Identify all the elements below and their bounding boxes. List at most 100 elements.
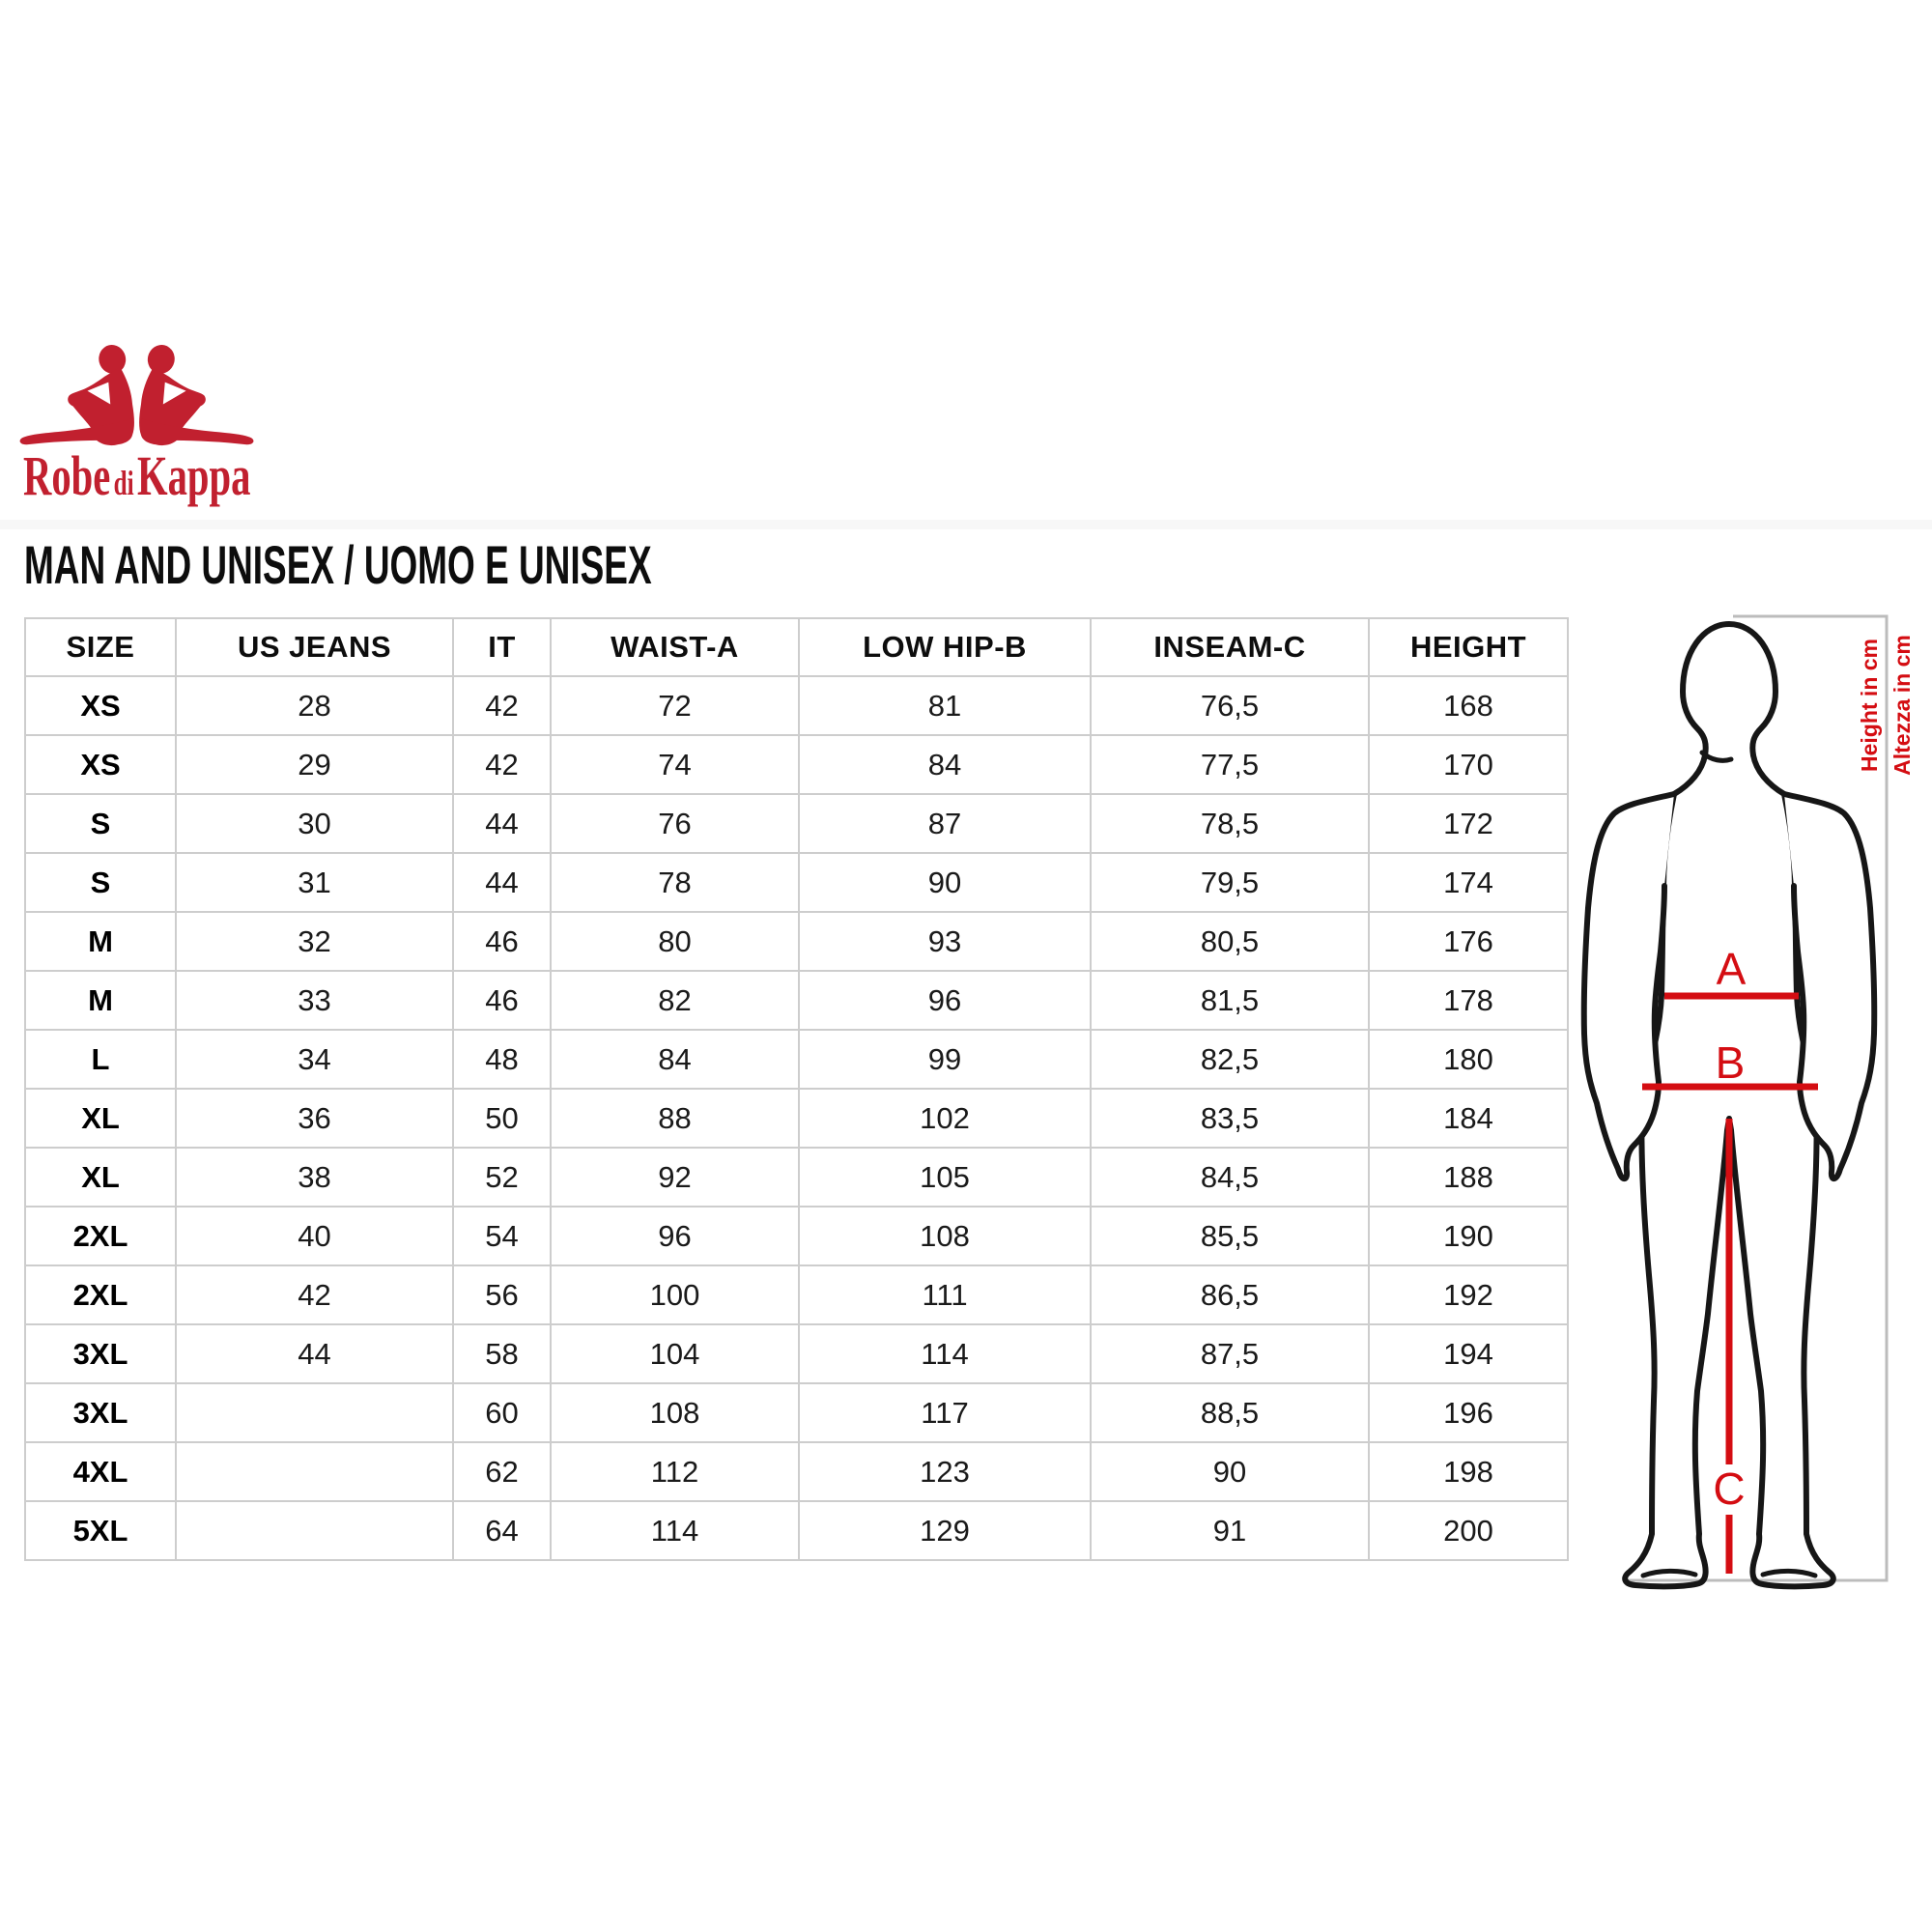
table-cell-inseam: 90 bbox=[1090, 1441, 1370, 1502]
table-cell-usjeans: 28 bbox=[175, 675, 454, 736]
height-label-it: Altezza in cm bbox=[1889, 635, 1915, 776]
table-cell-waist: 72 bbox=[550, 675, 800, 736]
table-cell-waist: 92 bbox=[550, 1147, 800, 1208]
table-cell-usjeans: 31 bbox=[175, 852, 454, 913]
table-cell-it: 44 bbox=[452, 852, 552, 913]
kappa-omini-logo-icon bbox=[19, 345, 254, 446]
table-cell-size: 3XL bbox=[24, 1323, 177, 1384]
table-cell-height: 192 bbox=[1368, 1264, 1569, 1325]
table-cell-waist: 104 bbox=[550, 1323, 800, 1384]
table-cell-size: XS bbox=[24, 675, 177, 736]
table-row: M 33 46 82 96 81,5 178 bbox=[24, 970, 1569, 1031]
table-cell-waist: 108 bbox=[550, 1382, 800, 1443]
column-header-usjeans: US JEANS bbox=[175, 617, 454, 677]
table-cell-usjeans bbox=[175, 1382, 454, 1443]
table-cell-inseam: 82,5 bbox=[1090, 1029, 1370, 1090]
table-cell-lowhip: 117 bbox=[798, 1382, 1092, 1443]
label-c: C bbox=[1713, 1463, 1745, 1514]
table-cell-size: S bbox=[24, 793, 177, 854]
table-cell-height: 174 bbox=[1368, 852, 1569, 913]
table-cell-lowhip: 81 bbox=[798, 675, 1092, 736]
table-cell-waist: 74 bbox=[550, 734, 800, 795]
table-row: S 31 44 78 90 79,5 174 bbox=[24, 852, 1569, 913]
table-cell-inseam: 77,5 bbox=[1090, 734, 1370, 795]
table-cell-size: 5XL bbox=[24, 1500, 177, 1561]
column-header-size: SIZE bbox=[24, 617, 177, 677]
table-cell-it: 42 bbox=[452, 734, 552, 795]
table-cell-lowhip: 123 bbox=[798, 1441, 1092, 1502]
table-cell-it: 62 bbox=[452, 1441, 552, 1502]
measurement-annotations: A B C Height in cm Altezza in cm bbox=[1642, 635, 1915, 1574]
table-cell-waist: 100 bbox=[550, 1264, 800, 1325]
table-cell-lowhip: 105 bbox=[798, 1147, 1092, 1208]
table-cell-it: 44 bbox=[452, 793, 552, 854]
size-table-body: XS 28 42 72 81 76,5 168 XS 29 42 74 84 7… bbox=[24, 675, 1569, 1561]
table-cell-it: 48 bbox=[452, 1029, 552, 1090]
table-cell-waist: 80 bbox=[550, 911, 800, 972]
table-cell-height: 194 bbox=[1368, 1323, 1569, 1384]
table-cell-inseam: 80,5 bbox=[1090, 911, 1370, 972]
table-cell-usjeans bbox=[175, 1441, 454, 1502]
table-row: S 30 44 76 87 78,5 172 bbox=[24, 793, 1569, 854]
height-label-en: Height in cm bbox=[1857, 639, 1882, 772]
table-cell-height: 198 bbox=[1368, 1441, 1569, 1502]
brand-wordmark: Robe di Kappa bbox=[23, 448, 250, 511]
table-cell-inseam: 91 bbox=[1090, 1500, 1370, 1561]
table-cell-height: 170 bbox=[1368, 734, 1569, 795]
table-cell-height: 188 bbox=[1368, 1147, 1569, 1208]
table-row: XS 28 42 72 81 76,5 168 bbox=[24, 675, 1569, 736]
column-header-waist: WAIST-A bbox=[550, 617, 800, 677]
table-cell-waist: 84 bbox=[550, 1029, 800, 1090]
table-cell-inseam: 87,5 bbox=[1090, 1323, 1370, 1384]
table-cell-it: 58 bbox=[452, 1323, 552, 1384]
table-cell-size: 2XL bbox=[24, 1206, 177, 1266]
table-cell-usjeans: 33 bbox=[175, 970, 454, 1031]
table-cell-size: XL bbox=[24, 1147, 177, 1208]
logo-figure-right bbox=[139, 345, 254, 446]
table-cell-usjeans: 36 bbox=[175, 1088, 454, 1149]
table-cell-waist: 88 bbox=[550, 1088, 800, 1149]
table-cell-waist: 78 bbox=[550, 852, 800, 913]
table-cell-lowhip: 99 bbox=[798, 1029, 1092, 1090]
table-cell-size: M bbox=[24, 970, 177, 1031]
table-cell-it: 42 bbox=[452, 675, 552, 736]
logo-figure-left bbox=[19, 345, 134, 446]
table-cell-lowhip: 102 bbox=[798, 1088, 1092, 1149]
table-cell-lowhip: 129 bbox=[798, 1500, 1092, 1561]
table-cell-it: 52 bbox=[452, 1147, 552, 1208]
table-cell-inseam: 86,5 bbox=[1090, 1264, 1370, 1325]
table-cell-inseam: 83,5 bbox=[1090, 1088, 1370, 1149]
table-cell-inseam: 81,5 bbox=[1090, 970, 1370, 1031]
table-cell-lowhip: 114 bbox=[798, 1323, 1092, 1384]
table-cell-waist: 76 bbox=[550, 793, 800, 854]
body-measurement-figure-icon: A B C Height in cm Altezza in cm bbox=[1580, 614, 1915, 1590]
table-cell-size: M bbox=[24, 911, 177, 972]
measurement-figure: A B C Height in cm Altezza in cm bbox=[1560, 609, 1918, 1594]
table-row: L 34 48 84 99 82,5 180 bbox=[24, 1029, 1569, 1090]
table-cell-height: 180 bbox=[1368, 1029, 1569, 1090]
table-cell-usjeans: 44 bbox=[175, 1323, 454, 1384]
table-cell-height: 176 bbox=[1368, 911, 1569, 972]
column-header-inseam: INSEAM-C bbox=[1090, 617, 1370, 677]
table-cell-waist: 96 bbox=[550, 1206, 800, 1266]
table-cell-lowhip: 108 bbox=[798, 1206, 1092, 1266]
table-cell-usjeans: 34 bbox=[175, 1029, 454, 1090]
label-a: A bbox=[1717, 944, 1747, 994]
table-cell-it: 64 bbox=[452, 1500, 552, 1561]
table-cell-height: 168 bbox=[1368, 675, 1569, 736]
table-row: 4XL 62 112 123 90 198 bbox=[24, 1441, 1569, 1502]
size-table: SIZE US JEANS IT WAIST-A LOW HIP-B INSEA… bbox=[24, 617, 1569, 1561]
man-outline-icon bbox=[1580, 621, 1878, 1590]
table-cell-height: 178 bbox=[1368, 970, 1569, 1031]
table-cell-size: XS bbox=[24, 734, 177, 795]
table-cell-it: 54 bbox=[452, 1206, 552, 1266]
table-row: 2XL 42 56 100 111 86,5 192 bbox=[24, 1264, 1569, 1325]
column-header-height: HEIGHT bbox=[1368, 617, 1569, 677]
table-cell-inseam: 84,5 bbox=[1090, 1147, 1370, 1208]
table-cell-lowhip: 90 bbox=[798, 852, 1092, 913]
column-header-lowhip: LOW HIP-B bbox=[798, 617, 1092, 677]
table-cell-usjeans: 38 bbox=[175, 1147, 454, 1208]
table-cell-it: 46 bbox=[452, 970, 552, 1031]
table-cell-waist: 114 bbox=[550, 1500, 800, 1561]
